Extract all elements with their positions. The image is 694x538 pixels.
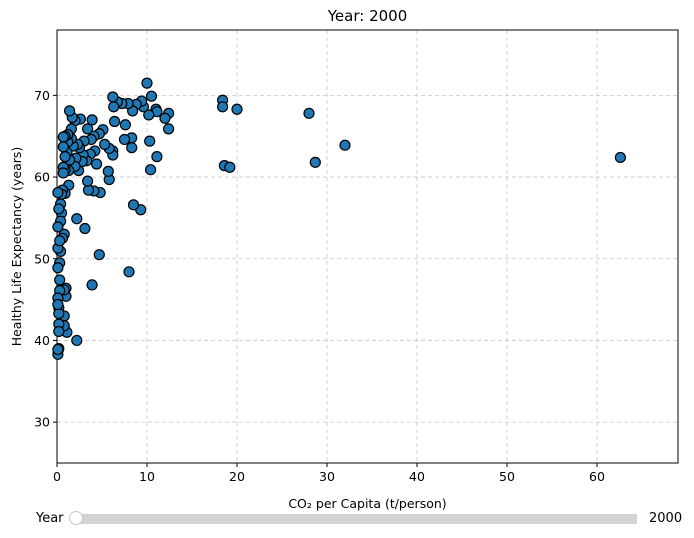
x-tick-label: 30 [319,469,335,484]
data-point [231,103,243,115]
y-tick-label: 50 [34,251,50,266]
data-point [151,151,163,163]
data-point [90,158,103,170]
data-point [108,115,121,128]
slider-label: Year [36,511,64,526]
x-tick-label: 50 [499,469,515,484]
data-point [123,266,135,278]
data-point [86,114,98,126]
data-point [52,262,64,274]
x-tick-label: 10 [139,469,155,484]
y-tick-label: 40 [34,333,50,348]
data-point [54,274,66,286]
data-point [79,222,91,235]
data-point [59,151,71,163]
data-point [52,343,64,356]
data-point [143,109,155,121]
data-point [57,131,69,143]
data-point [224,161,236,173]
data-point [614,151,627,164]
x-axis-label: CO₂ per Capita (t/person) [288,496,446,511]
data-point [126,142,138,154]
data-point [93,249,105,261]
data-point [339,139,351,151]
data-point [81,175,94,187]
data-point [118,133,131,146]
data-point [145,164,157,176]
y-tick-label: 60 [34,170,50,185]
data-point [309,156,321,168]
x-tick-label: 60 [589,469,605,484]
y-tick-label: 30 [34,415,50,430]
data-point [99,138,111,150]
slider-track[interactable] [77,514,637,524]
data-point [53,325,65,338]
data-point [102,165,114,177]
data-point [141,77,153,89]
data-point [144,135,156,147]
data-point [57,141,69,153]
grid-lines [56,30,678,463]
data-point [159,112,171,124]
x-tick-label: 20 [229,469,245,484]
slider-handle[interactable] [69,511,83,525]
data-point [57,167,69,179]
data-point [52,221,64,233]
chart-title: Year: 2000 [327,7,408,25]
data-point [163,123,175,135]
data-point [119,119,132,131]
data-point [303,107,315,119]
data-point [86,279,98,291]
data-points [52,77,627,360]
data-point [108,101,120,113]
data-point [71,213,83,225]
x-tick-label: 0 [53,469,61,484]
y-tick-label: 70 [34,88,50,103]
y-axis-label: Healthy Life Expectancy (years) [9,147,24,347]
slider-value: 2000 [649,511,683,526]
data-point [52,186,64,199]
data-point [53,203,65,215]
data-point [145,90,158,102]
data-point [107,91,119,103]
x-tick-label: 40 [409,469,425,484]
axis-ticks: 0 10 20 30 40 50 60 30 40 50 60 70 [34,88,605,484]
data-point [81,123,94,135]
data-point [52,298,64,311]
data-point [54,235,66,247]
data-point [127,199,140,211]
data-point [71,334,83,347]
data-point [217,101,229,113]
data-point [63,105,76,117]
